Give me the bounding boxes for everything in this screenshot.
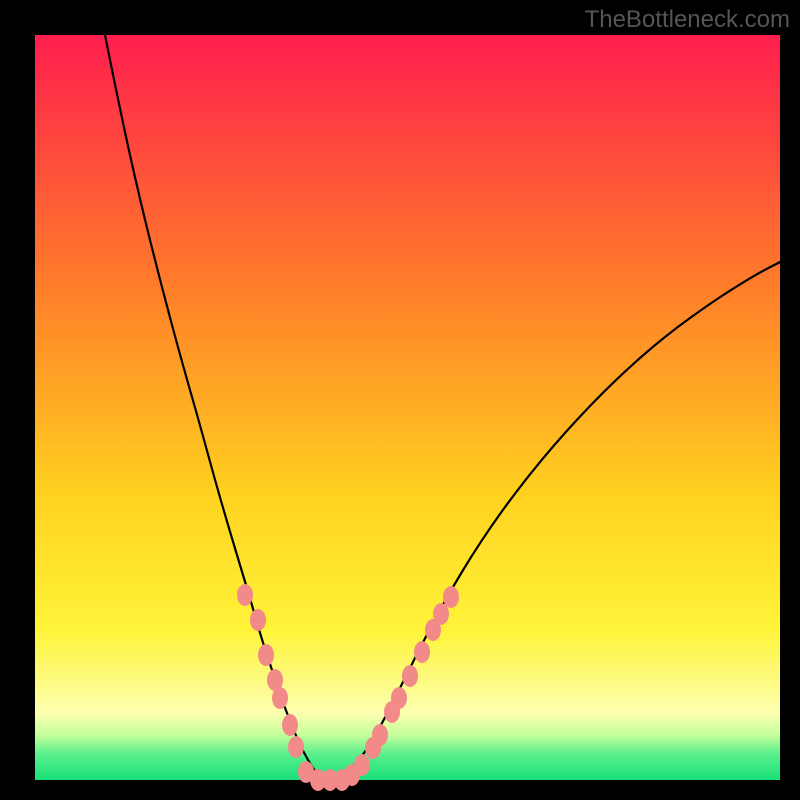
watermark-text: TheBottleneck.com — [585, 6, 790, 34]
plot-area — [35, 35, 780, 780]
